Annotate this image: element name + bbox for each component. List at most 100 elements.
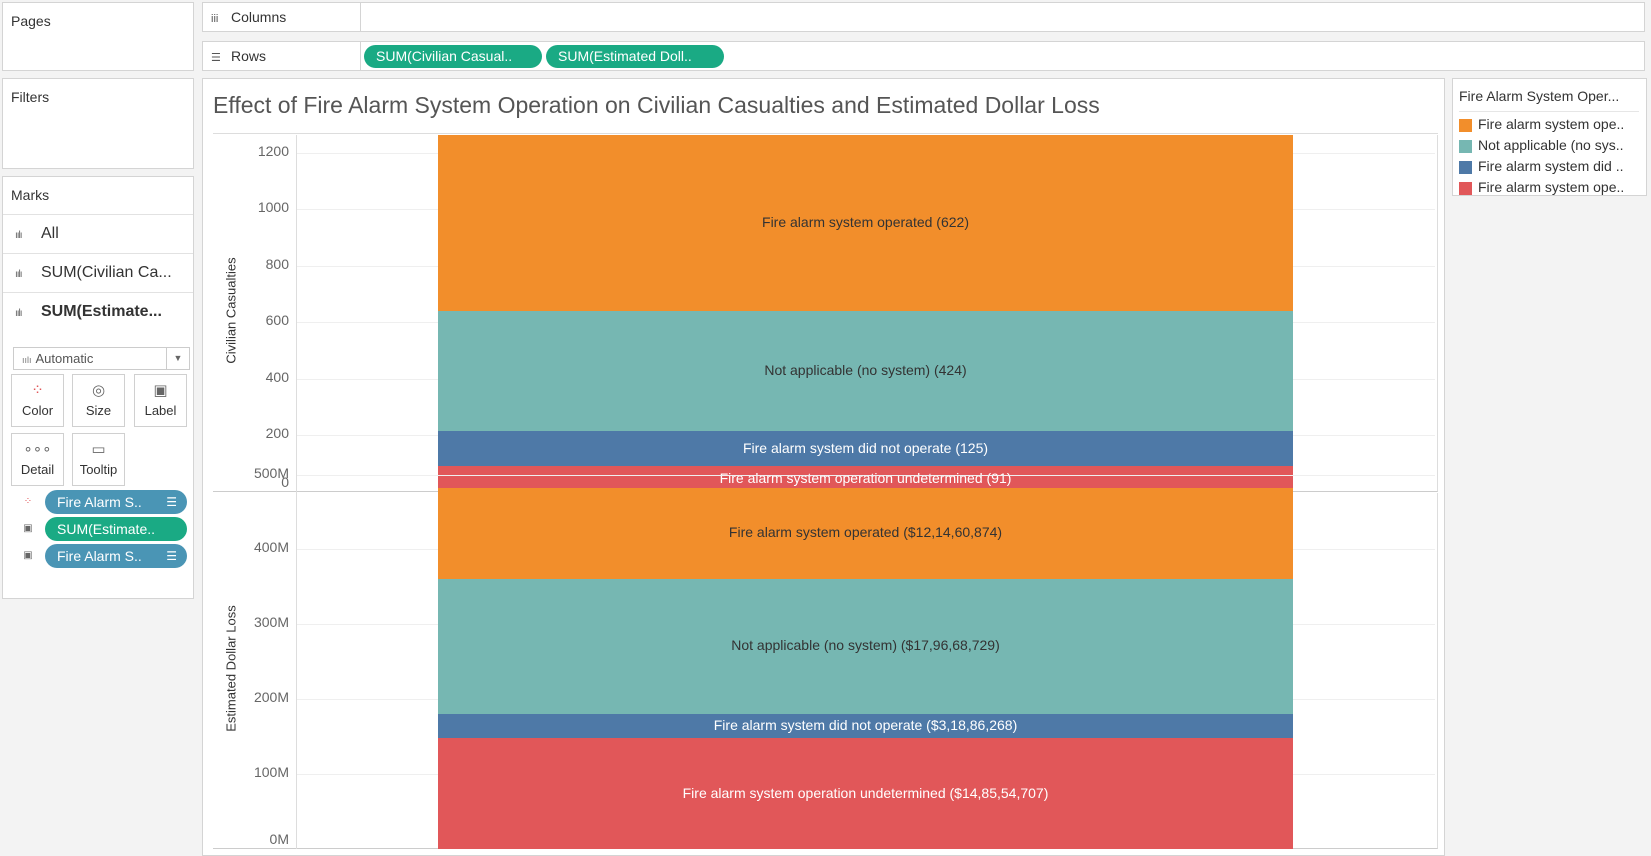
title-divider: [213, 133, 1438, 134]
detail-button-label: Detail: [20, 462, 55, 477]
bar-segment-label: Fire alarm system did not operate ($3,18…: [713, 717, 1018, 733]
legend-label: Not applicable (no sys..: [1478, 137, 1624, 153]
chart-title: Effect of Fire Alarm System Operation on…: [213, 92, 1100, 118]
filters-card[interactable]: Filters: [2, 78, 194, 169]
mark-type-value: Automatic: [35, 351, 94, 366]
pill-label: Fire Alarm S..: [57, 548, 142, 564]
bar-segment[interactable]: Fire alarm system operated (622): [438, 135, 1293, 311]
rows-shelf[interactable]: ☰ Rows SUM(Civilian Casual.. SUM(Estimate…: [202, 41, 1645, 71]
bar-segment-label: Fire alarm system operation undetermined…: [682, 785, 1049, 801]
color-button-label: Color: [21, 403, 54, 418]
y-axis-title: Estimated Dollar Loss: [223, 605, 239, 732]
bar-segment[interactable]: Not applicable (no system) (424): [438, 311, 1293, 431]
legend-swatch: [1459, 182, 1472, 195]
size-icon: ◎: [91, 382, 106, 399]
bar-chart-icon: ıılı: [15, 269, 23, 280]
text-label-icon: ▣: [23, 523, 33, 534]
y-axis-title: Civilian Casualties: [223, 257, 239, 364]
marks-row-estimated[interactable]: ıılı SUM(Estimate...: [3, 292, 193, 330]
detail-icon: ∘∘∘: [23, 441, 52, 458]
bar-segment-label: Not applicable (no system) (424): [764, 362, 967, 378]
fire-alarm-label-pill[interactable]: Fire Alarm S.. ☰: [45, 544, 187, 568]
bar-segment[interactable]: Fire alarm system did not operate ($3,18…: [438, 714, 1293, 738]
color-dots-icon: ⁘: [31, 382, 44, 399]
columns-icon: iii: [211, 13, 219, 25]
y-tick-label: 1200: [257, 143, 289, 159]
detail-button[interactable]: ∘∘∘ Detail: [11, 433, 64, 486]
rows-shelf-label: ☰ Rows: [203, 42, 361, 70]
tooltip-icon: ▭: [91, 441, 106, 458]
y-tick-label: 100M: [253, 764, 289, 780]
y-tick-label: 200M: [253, 689, 289, 705]
legend-swatch: [1459, 140, 1472, 153]
legend-label: Fire alarm system ope..: [1478, 116, 1625, 132]
legend-swatch: [1459, 161, 1472, 174]
sort-icon: ☰: [166, 495, 177, 509]
marks-row-label: All: [41, 225, 59, 242]
rows-icon: ☰: [211, 52, 221, 64]
text-label-icon: ▣: [153, 382, 168, 399]
bar-segment-label: Fire alarm system operated ($12,14,60,87…: [728, 524, 1003, 540]
bar-segment[interactable]: Fire alarm system did not operate (125): [438, 431, 1293, 466]
size-button[interactable]: ◎ Size: [72, 374, 125, 427]
bar-chart-icon: ıılı: [22, 355, 32, 365]
size-button-label: Size: [85, 403, 112, 418]
rows-label: Rows: [231, 48, 267, 64]
rows-pill-estimated[interactable]: SUM(Estimated Doll..: [546, 45, 724, 68]
pages-card: Pages: [2, 2, 194, 71]
bar-chart-icon: ıılı: [15, 230, 23, 241]
y-axis-line: [296, 135, 297, 849]
bar-segment[interactable]: Fire alarm system operation undetermined…: [438, 466, 1293, 492]
pill-label: SUM(Estimate..: [57, 521, 156, 537]
mark-type-dropdown[interactable]: ıılı Automatic ▼: [13, 347, 190, 370]
y-tick-label: 400M: [253, 539, 289, 555]
bar-segment-label: Not applicable (no system) ($17,96,68,72…: [731, 637, 1000, 653]
legend-label: Fire alarm system did ..: [1478, 158, 1624, 174]
pill-label: Fire Alarm S..: [57, 494, 142, 510]
bar-segment[interactable]: Not applicable (no system) ($17,96,68,72…: [438, 579, 1293, 714]
y-tick-label: 300M: [253, 614, 289, 630]
gridline: [297, 475, 1435, 476]
rows-pill-civilian[interactable]: SUM(Civilian Casual..: [364, 45, 542, 68]
y-tick-label: 0: [281, 474, 289, 490]
bar-segment[interactable]: Fire alarm system operated ($12,14,60,87…: [438, 488, 1293, 579]
marks-row-label: SUM(Civilian Ca...: [41, 264, 172, 281]
fire-alarm-color-pill[interactable]: Fire Alarm S.. ☰: [45, 490, 187, 514]
sum-estimated-label-pill[interactable]: SUM(Estimate..: [45, 517, 187, 541]
color-button[interactable]: ⁘ Color: [11, 374, 64, 427]
bar-segment-label: Fire alarm system operation undetermined…: [719, 470, 1012, 486]
legend-swatch: [1459, 119, 1472, 132]
y-tick-label: 400: [265, 369, 289, 385]
bar-segment[interactable]: Fire alarm system operation undetermined…: [438, 738, 1293, 849]
legend-divider: [1459, 111, 1639, 112]
tooltip-button[interactable]: ▭ Tooltip: [72, 433, 125, 486]
legend-card: [1452, 78, 1647, 196]
pages-title: Pages: [11, 13, 51, 29]
text-label-icon: ▣: [23, 550, 33, 561]
y-tick-label: 600: [265, 312, 289, 328]
y-tick-label: 0M: [269, 831, 289, 847]
bar-segment-label: Fire alarm system operated (622): [762, 214, 969, 230]
tooltip-button-label: Tooltip: [79, 462, 118, 477]
legend-label: Fire alarm system ope..: [1478, 179, 1625, 195]
bar-chart-icon: ıılı: [15, 308, 23, 319]
marks-title: Marks: [11, 187, 50, 203]
y-tick-label: 500M: [253, 465, 289, 481]
sort-icon: ☰: [166, 549, 177, 563]
marks-row-label: SUM(Estimate...: [41, 303, 162, 320]
legend-title[interactable]: Fire Alarm System Oper...: [1459, 88, 1620, 104]
marks-row-civilian[interactable]: ıılı SUM(Civilian Ca...: [3, 253, 193, 291]
y-tick-label: 1000: [257, 199, 289, 215]
label-button[interactable]: ▣ Label: [134, 374, 187, 427]
color-dots-icon: ⁘: [23, 496, 33, 507]
columns-shelf-label: iii Columns: [203, 3, 361, 31]
columns-shelf[interactable]: iii Columns: [202, 2, 1645, 32]
y-tick-label: 200: [265, 425, 289, 441]
bar-segment-label: Fire alarm system did not operate (125): [742, 440, 989, 456]
columns-label: Columns: [231, 9, 287, 25]
marks-row-all[interactable]: ıılı All: [3, 214, 193, 252]
chevron-down-icon[interactable]: ▼: [166, 348, 189, 369]
y-tick-label: 800: [265, 256, 289, 272]
filters-title: Filters: [11, 89, 50, 105]
label-button-label: Label: [144, 403, 177, 418]
